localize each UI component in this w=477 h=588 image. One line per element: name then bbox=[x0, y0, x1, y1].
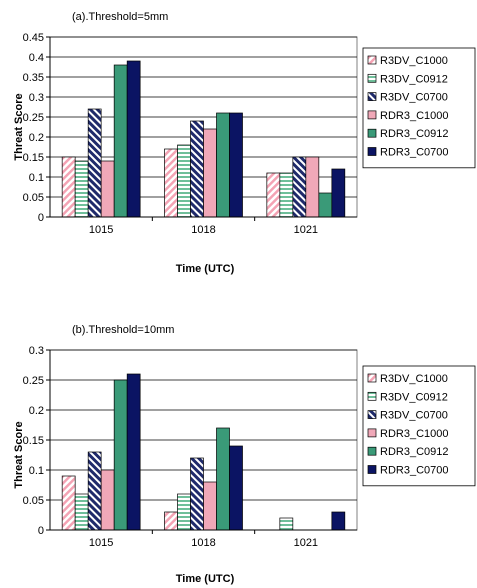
bar-rdr3-c0700-1018 bbox=[229, 112, 243, 218]
y-tick-label: 0.1 bbox=[29, 172, 44, 184]
y-tick-label: 0.45 bbox=[23, 32, 44, 44]
legend bbox=[362, 47, 476, 169]
bar-rdr3-c0912-1021 bbox=[318, 192, 333, 218]
x-tick-label: 1018 bbox=[191, 537, 215, 549]
legend-entry: RDR3_C1000 bbox=[380, 110, 448, 122]
bar-r3dv-c1000-1015 bbox=[61, 156, 76, 218]
legend-swatch bbox=[367, 373, 377, 383]
chart-panel-b: (b).Threshold=10mm Threat Score Time (UT… bbox=[13, 324, 476, 585]
bar-r3dv-c1000-1015 bbox=[61, 475, 76, 531]
bar-r3dv-c0912-1018 bbox=[177, 493, 191, 531]
legend-entry: RDR3_C1000 bbox=[380, 428, 448, 440]
bar-r3dv-c0700-1015 bbox=[87, 451, 102, 531]
legend-entry: R3DV_C1000 bbox=[380, 373, 448, 385]
bar-r3dv-c0912-1015 bbox=[74, 493, 89, 531]
legend-swatch bbox=[367, 55, 377, 65]
legend-entry: RDR3_C0700 bbox=[380, 465, 448, 477]
bar-rdr3-c1000-1015 bbox=[100, 160, 115, 218]
x-tick-label: 1015 bbox=[89, 537, 113, 549]
bar-rdr3-c0700-1018 bbox=[229, 445, 243, 531]
legend-entry: RDR3_C0912 bbox=[380, 446, 448, 458]
legend bbox=[362, 365, 476, 487]
bar-r3dv-c0700-1018 bbox=[190, 120, 204, 218]
bar-r3dv-c1000-1018 bbox=[164, 511, 178, 531]
bar-rdr3-c0700-1021 bbox=[331, 511, 346, 531]
bar-rdr3-c1000-1018 bbox=[203, 128, 217, 218]
bar-r3dv-c0912-1018 bbox=[177, 144, 191, 218]
x-tick-label: 1015 bbox=[89, 224, 113, 236]
y-tick-label: 0.25 bbox=[23, 375, 44, 387]
y-tick-label: 0.15 bbox=[23, 435, 44, 447]
y-tick-label: 0.15 bbox=[23, 152, 44, 164]
y-tick-label: 0.3 bbox=[29, 92, 44, 104]
legend-swatch bbox=[367, 428, 377, 438]
legend-swatch bbox=[367, 110, 377, 120]
bar-rdr3-c1000-1015 bbox=[100, 469, 115, 531]
legend-swatch bbox=[367, 73, 377, 83]
y-tick-label: 0.35 bbox=[23, 72, 44, 84]
y-tick-label: 0.2 bbox=[29, 405, 44, 417]
legend-swatch bbox=[367, 391, 377, 401]
y-axis-label: Threat Score bbox=[13, 93, 25, 160]
y-tick-label: 0.1 bbox=[29, 465, 44, 477]
legend-swatch bbox=[367, 446, 377, 456]
bar-rdr3-c0912-1015 bbox=[113, 379, 128, 531]
y-tick-label: 0.2 bbox=[29, 132, 44, 144]
bar-r3dv-c0700-1021 bbox=[292, 156, 307, 218]
bar-r3dv-c0700-1018 bbox=[190, 457, 204, 531]
y-tick-label: 0.3 bbox=[29, 345, 44, 357]
chart-title: (a).Threshold=5mm bbox=[72, 11, 168, 23]
legend-swatch bbox=[367, 128, 377, 138]
bar-rdr3-c1000-1018 bbox=[203, 481, 217, 531]
y-tick-label: 0.05 bbox=[23, 192, 44, 204]
bar-r3dv-c1000-1018 bbox=[164, 148, 178, 218]
bar-r3dv-c0912-1015 bbox=[74, 160, 89, 218]
y-tick-label: 0 bbox=[38, 525, 44, 537]
legend-entry: R3DV_C0912 bbox=[380, 391, 448, 403]
chart-panel-a: (a).Threshold=5mm Threat Score Time (UTC… bbox=[13, 11, 476, 275]
x-axis-label: Time (UTC) bbox=[176, 573, 235, 585]
bar-rdr3-c0912-1018 bbox=[216, 112, 230, 218]
x-tick-label: 1018 bbox=[191, 224, 215, 236]
legend-entry: R3DV_C0912 bbox=[380, 73, 448, 85]
x-tick-label: 1021 bbox=[294, 224, 318, 236]
bar-rdr3-c0700-1015 bbox=[126, 60, 141, 218]
chart-title: (b).Threshold=10mm bbox=[72, 324, 174, 336]
y-tick-label: 0.05 bbox=[23, 495, 44, 507]
bar-rdr3-c0912-1018 bbox=[216, 427, 230, 531]
legend-entry: RDR3_C0700 bbox=[380, 147, 448, 159]
y-axis-label: Threat Score bbox=[13, 421, 25, 488]
y-tick-label: 0.25 bbox=[23, 112, 44, 124]
bar-r3dv-c1000-1021 bbox=[266, 172, 281, 218]
legend-swatch bbox=[367, 410, 377, 419]
legend-entry: RDR3_C0912 bbox=[380, 128, 448, 140]
bar-rdr3-c1000-1021 bbox=[305, 156, 320, 218]
bar-r3dv-c0700-1015 bbox=[87, 108, 102, 218]
x-axis-label: Time (UTC) bbox=[176, 263, 235, 275]
bar-r3dv-c0912-1021 bbox=[279, 172, 294, 218]
legend-swatch bbox=[367, 465, 377, 474]
x-tick-label: 1021 bbox=[294, 537, 318, 549]
legend-swatch bbox=[367, 147, 377, 156]
bar-rdr3-c0700-1021 bbox=[331, 168, 346, 218]
bar-r3dv-c0912-1021 bbox=[279, 517, 294, 531]
bar-rdr3-c0700-1015 bbox=[126, 373, 141, 531]
y-tick-label: 0 bbox=[38, 212, 44, 224]
legend-entry: R3DV_C0700 bbox=[380, 410, 448, 422]
legend-entry: R3DV_C1000 bbox=[380, 55, 448, 67]
legend-entry: R3DV_C0700 bbox=[380, 92, 448, 104]
legend-swatch bbox=[367, 92, 377, 101]
bar-rdr3-c0912-1015 bbox=[113, 64, 128, 218]
y-tick-label: 0.4 bbox=[29, 52, 44, 64]
